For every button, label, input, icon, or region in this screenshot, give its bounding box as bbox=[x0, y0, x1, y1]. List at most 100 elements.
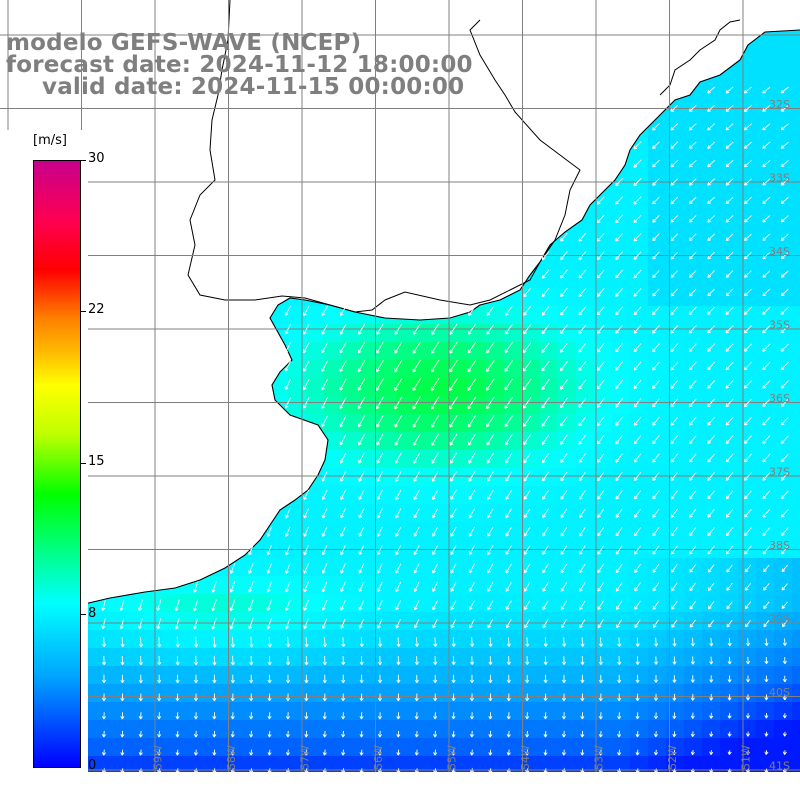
wind-arrow bbox=[725, 178, 734, 186]
field-cell bbox=[252, 630, 270, 648]
wind-arrow-head bbox=[137, 607, 142, 611]
wind-arrow bbox=[762, 123, 771, 131]
lon-label: 54W bbox=[519, 745, 532, 770]
wind-arrow bbox=[449, 433, 458, 446]
wind-arrow bbox=[728, 768, 731, 772]
wind-arrow-head bbox=[359, 715, 364, 720]
field-cell bbox=[288, 702, 306, 720]
field-cell bbox=[792, 504, 800, 522]
field-cell bbox=[576, 252, 594, 270]
wind-arrow bbox=[688, 361, 697, 371]
wind-arrow-head bbox=[578, 404, 583, 408]
field-cell bbox=[594, 648, 612, 666]
field-cell bbox=[684, 666, 702, 684]
field-cell bbox=[306, 666, 324, 684]
field-cell bbox=[612, 432, 630, 450]
field-cell bbox=[756, 234, 774, 252]
wind-arrow-head bbox=[322, 770, 327, 772]
field-cell bbox=[702, 126, 720, 144]
wind-arrow-head bbox=[303, 368, 307, 372]
wind-arrow-head bbox=[688, 126, 693, 131]
wind-arrow bbox=[744, 361, 752, 371]
field-cell bbox=[666, 684, 684, 702]
wind-arrow bbox=[780, 86, 789, 94]
wind-arrow bbox=[744, 582, 752, 591]
wind-arrow-head bbox=[211, 607, 216, 612]
wind-arrow-head bbox=[743, 403, 748, 408]
wind-arrow bbox=[560, 379, 568, 390]
wind-arrow bbox=[707, 123, 716, 131]
field-cell bbox=[414, 738, 432, 756]
wind-arrow-head bbox=[394, 423, 399, 428]
field-cell bbox=[576, 522, 594, 540]
wind-arrow bbox=[358, 452, 365, 464]
field-cell bbox=[684, 720, 702, 738]
wind-arrow bbox=[469, 545, 475, 555]
wind-arrow bbox=[581, 768, 584, 772]
wind-arrow-head bbox=[559, 386, 564, 390]
wind-arrow bbox=[560, 600, 568, 610]
field-cell bbox=[738, 72, 756, 90]
wind-arrow-head bbox=[357, 423, 362, 428]
field-cell bbox=[702, 756, 720, 772]
wind-arrow bbox=[689, 545, 697, 555]
wind-arrow-head bbox=[138, 734, 143, 738]
wind-arrow-head bbox=[560, 422, 564, 427]
field-cell bbox=[666, 738, 684, 756]
wind-arrow bbox=[432, 545, 439, 555]
wind-arrow-head bbox=[322, 715, 327, 720]
field-cell bbox=[648, 396, 666, 414]
wind-arrow bbox=[230, 563, 236, 574]
wind-arrow-head bbox=[744, 218, 748, 223]
wind-arrow-head bbox=[744, 182, 748, 186]
field-cell bbox=[126, 666, 144, 684]
wind-arrow-head bbox=[430, 368, 435, 373]
wind-arrow bbox=[523, 378, 532, 391]
wind-arrow-head bbox=[340, 551, 344, 556]
wind-arrow-head bbox=[157, 644, 162, 648]
wind-arrow bbox=[450, 452, 458, 464]
wind-arrow-head bbox=[654, 661, 659, 665]
wind-arrow-head bbox=[249, 697, 254, 702]
field-cell bbox=[414, 432, 432, 450]
wind-arrow bbox=[322, 581, 328, 592]
field-cell bbox=[576, 558, 594, 576]
field-cell bbox=[396, 378, 414, 396]
wind-arrow bbox=[744, 160, 752, 168]
wind-arrow-head bbox=[762, 311, 766, 315]
wind-arrow-head bbox=[468, 606, 473, 611]
wind-arrow-head bbox=[359, 770, 364, 772]
wind-map: 32S33S34S35S36S37S38S39S40S41S60W59W58W5… bbox=[0, 0, 800, 772]
wind-arrow-head bbox=[617, 661, 622, 665]
field-cell bbox=[450, 576, 468, 594]
wind-arrow-head bbox=[396, 752, 401, 756]
wind-arrow bbox=[121, 768, 124, 772]
wind-arrow-head bbox=[175, 661, 180, 666]
wind-arrow bbox=[285, 526, 291, 537]
wind-arrow-head bbox=[560, 311, 564, 316]
wind-arrow-head bbox=[652, 237, 656, 242]
wind-arrow bbox=[763, 583, 770, 591]
wind-arrow bbox=[508, 637, 510, 647]
wind-arrow bbox=[615, 490, 623, 500]
field-cell bbox=[684, 612, 702, 630]
field-cell bbox=[792, 468, 800, 486]
wind-arrow-head bbox=[468, 459, 472, 464]
field-cell bbox=[756, 756, 774, 772]
wind-arrow-head bbox=[596, 367, 601, 371]
wind-arrow-head bbox=[596, 256, 601, 260]
wind-arrow-head bbox=[468, 551, 473, 555]
wind-arrow bbox=[762, 545, 771, 555]
field-cell bbox=[522, 720, 540, 738]
wind-arrow bbox=[780, 141, 789, 149]
wind-arrow bbox=[523, 434, 531, 445]
wind-arrow-head bbox=[725, 126, 730, 131]
wind-arrow bbox=[322, 545, 328, 555]
wind-arrow-head bbox=[303, 625, 308, 629]
wind-arrow-head bbox=[743, 366, 748, 371]
wind-arrow-head bbox=[376, 478, 381, 482]
wind-arrow-head bbox=[578, 348, 583, 353]
wind-arrow-head bbox=[267, 715, 272, 720]
field-cell bbox=[504, 432, 522, 450]
field-cell bbox=[792, 432, 800, 450]
